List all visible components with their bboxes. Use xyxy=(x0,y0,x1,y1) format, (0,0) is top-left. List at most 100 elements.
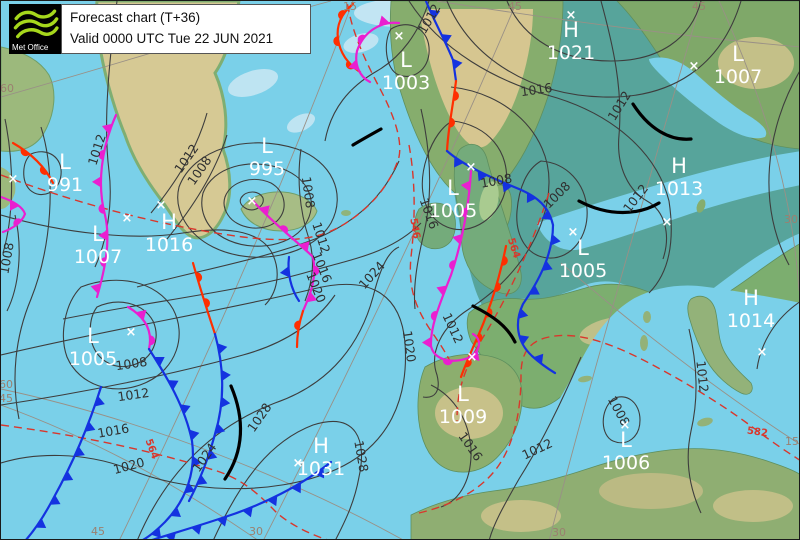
thickness-line xyxy=(1,1,401,241)
pressure-center-marker: × xyxy=(467,350,478,365)
front-semicircle xyxy=(39,165,48,175)
gotland xyxy=(696,199,706,213)
isobar-line xyxy=(136,160,400,288)
graticule-label: 30 xyxy=(784,213,798,226)
front-triangle xyxy=(170,507,181,518)
logo-text: Met Office xyxy=(12,43,49,52)
isobar-line xyxy=(62,279,180,390)
isobar-line xyxy=(756,301,799,370)
front-triangle xyxy=(291,482,301,494)
front-triangle xyxy=(441,34,452,45)
front-triangle xyxy=(9,200,20,211)
warm-front xyxy=(336,2,362,74)
isobar-line xyxy=(177,142,338,258)
greenland xyxy=(95,1,241,240)
front-triangle xyxy=(502,182,513,193)
warm-front xyxy=(295,309,305,349)
occluded-front xyxy=(95,113,118,299)
cold-front xyxy=(445,149,555,227)
isobar-line xyxy=(213,420,363,539)
trough-line xyxy=(577,199,661,215)
isobar-label: 1008 xyxy=(115,354,149,373)
front-semicircle xyxy=(20,148,30,157)
isobar-label: 1016 xyxy=(96,420,130,440)
isobar-line xyxy=(430,384,472,508)
cold-front xyxy=(287,255,301,303)
front-triangle xyxy=(49,494,61,505)
isobar-label: 1008 xyxy=(299,176,318,210)
isobar-line xyxy=(768,71,799,266)
isobar-line xyxy=(600,1,667,260)
logo-waves xyxy=(13,9,59,39)
thickness-label: 546 xyxy=(407,217,421,240)
isobar-line xyxy=(137,246,400,539)
pressure-center-value: 995 xyxy=(249,158,285,180)
front-semicircle xyxy=(494,281,501,292)
thickness-line xyxy=(408,144,452,364)
graticule-label: 15 xyxy=(343,1,357,13)
front-triangle xyxy=(242,506,253,518)
chart-title: Forecast chart (T+36) Valid 0000 UTC Tue… xyxy=(61,4,311,54)
pressure-center-letter: L xyxy=(400,48,412,72)
graticule-label: 45 xyxy=(508,1,522,13)
front-semicircle xyxy=(461,207,468,218)
front-triangle xyxy=(91,176,101,188)
pressure-center-letter: L xyxy=(577,236,589,260)
isobar-label: 1016 xyxy=(520,80,554,99)
isobar-line xyxy=(413,108,431,310)
italy xyxy=(687,295,753,395)
front-semicircle xyxy=(464,357,472,368)
pressure-center-value: 1014 xyxy=(727,310,775,332)
isobar-line xyxy=(298,148,313,302)
graticule-line xyxy=(263,1,518,539)
trough-line xyxy=(351,127,383,147)
pressure-center-value: 1007 xyxy=(74,246,122,268)
russia-highland xyxy=(718,37,794,89)
graticule-line xyxy=(549,1,702,539)
front-triangle xyxy=(180,404,191,415)
isobar-line xyxy=(408,1,672,294)
front-triangle xyxy=(533,353,544,365)
met-office-logo: Met Office xyxy=(9,4,61,54)
thickness-line xyxy=(1,424,328,539)
front-triangle xyxy=(101,123,113,135)
front-semicircle xyxy=(449,117,455,128)
pressure-center-letter: L xyxy=(620,428,632,452)
front-triangle xyxy=(217,343,228,354)
pressure-center-letter: L xyxy=(261,134,273,158)
front-triangle xyxy=(151,527,162,538)
front-semicircle xyxy=(449,260,456,271)
pressure-center-marker: × xyxy=(8,172,19,187)
ireland xyxy=(414,202,456,250)
graticule-line xyxy=(718,1,799,292)
isobar-label: 1028 xyxy=(351,439,371,473)
pressure-center-marker: × xyxy=(757,345,768,360)
front-triangle xyxy=(184,482,196,494)
isobar-line xyxy=(1,283,407,490)
front-semicircle xyxy=(357,34,366,44)
pressure-center-marker: × xyxy=(122,211,133,226)
isobar-line xyxy=(23,151,62,195)
pressure-center-letter: L xyxy=(447,176,459,200)
front-semicircle xyxy=(442,359,453,366)
front-triangle xyxy=(85,421,96,432)
isobar-label: 1020 xyxy=(400,330,419,364)
front-triangle xyxy=(259,205,270,216)
isobar-line xyxy=(421,120,508,231)
graticule-line xyxy=(1,388,403,539)
pressure-center-marker: × xyxy=(662,215,673,230)
africa-highland xyxy=(713,490,793,522)
pressure-center-letter: L xyxy=(92,222,104,246)
front-triangle xyxy=(306,291,318,303)
graticule-label: 60 xyxy=(1,378,13,391)
front-triangle xyxy=(90,283,101,294)
front-triangle xyxy=(452,233,463,245)
isobar-line xyxy=(687,328,702,514)
front-triangle xyxy=(518,308,529,319)
pressure-center-letter: L xyxy=(457,382,469,406)
occluded-front xyxy=(429,169,481,362)
pressure-center-value: 1005 xyxy=(429,200,477,222)
isobar-label: 1008 xyxy=(479,170,513,190)
